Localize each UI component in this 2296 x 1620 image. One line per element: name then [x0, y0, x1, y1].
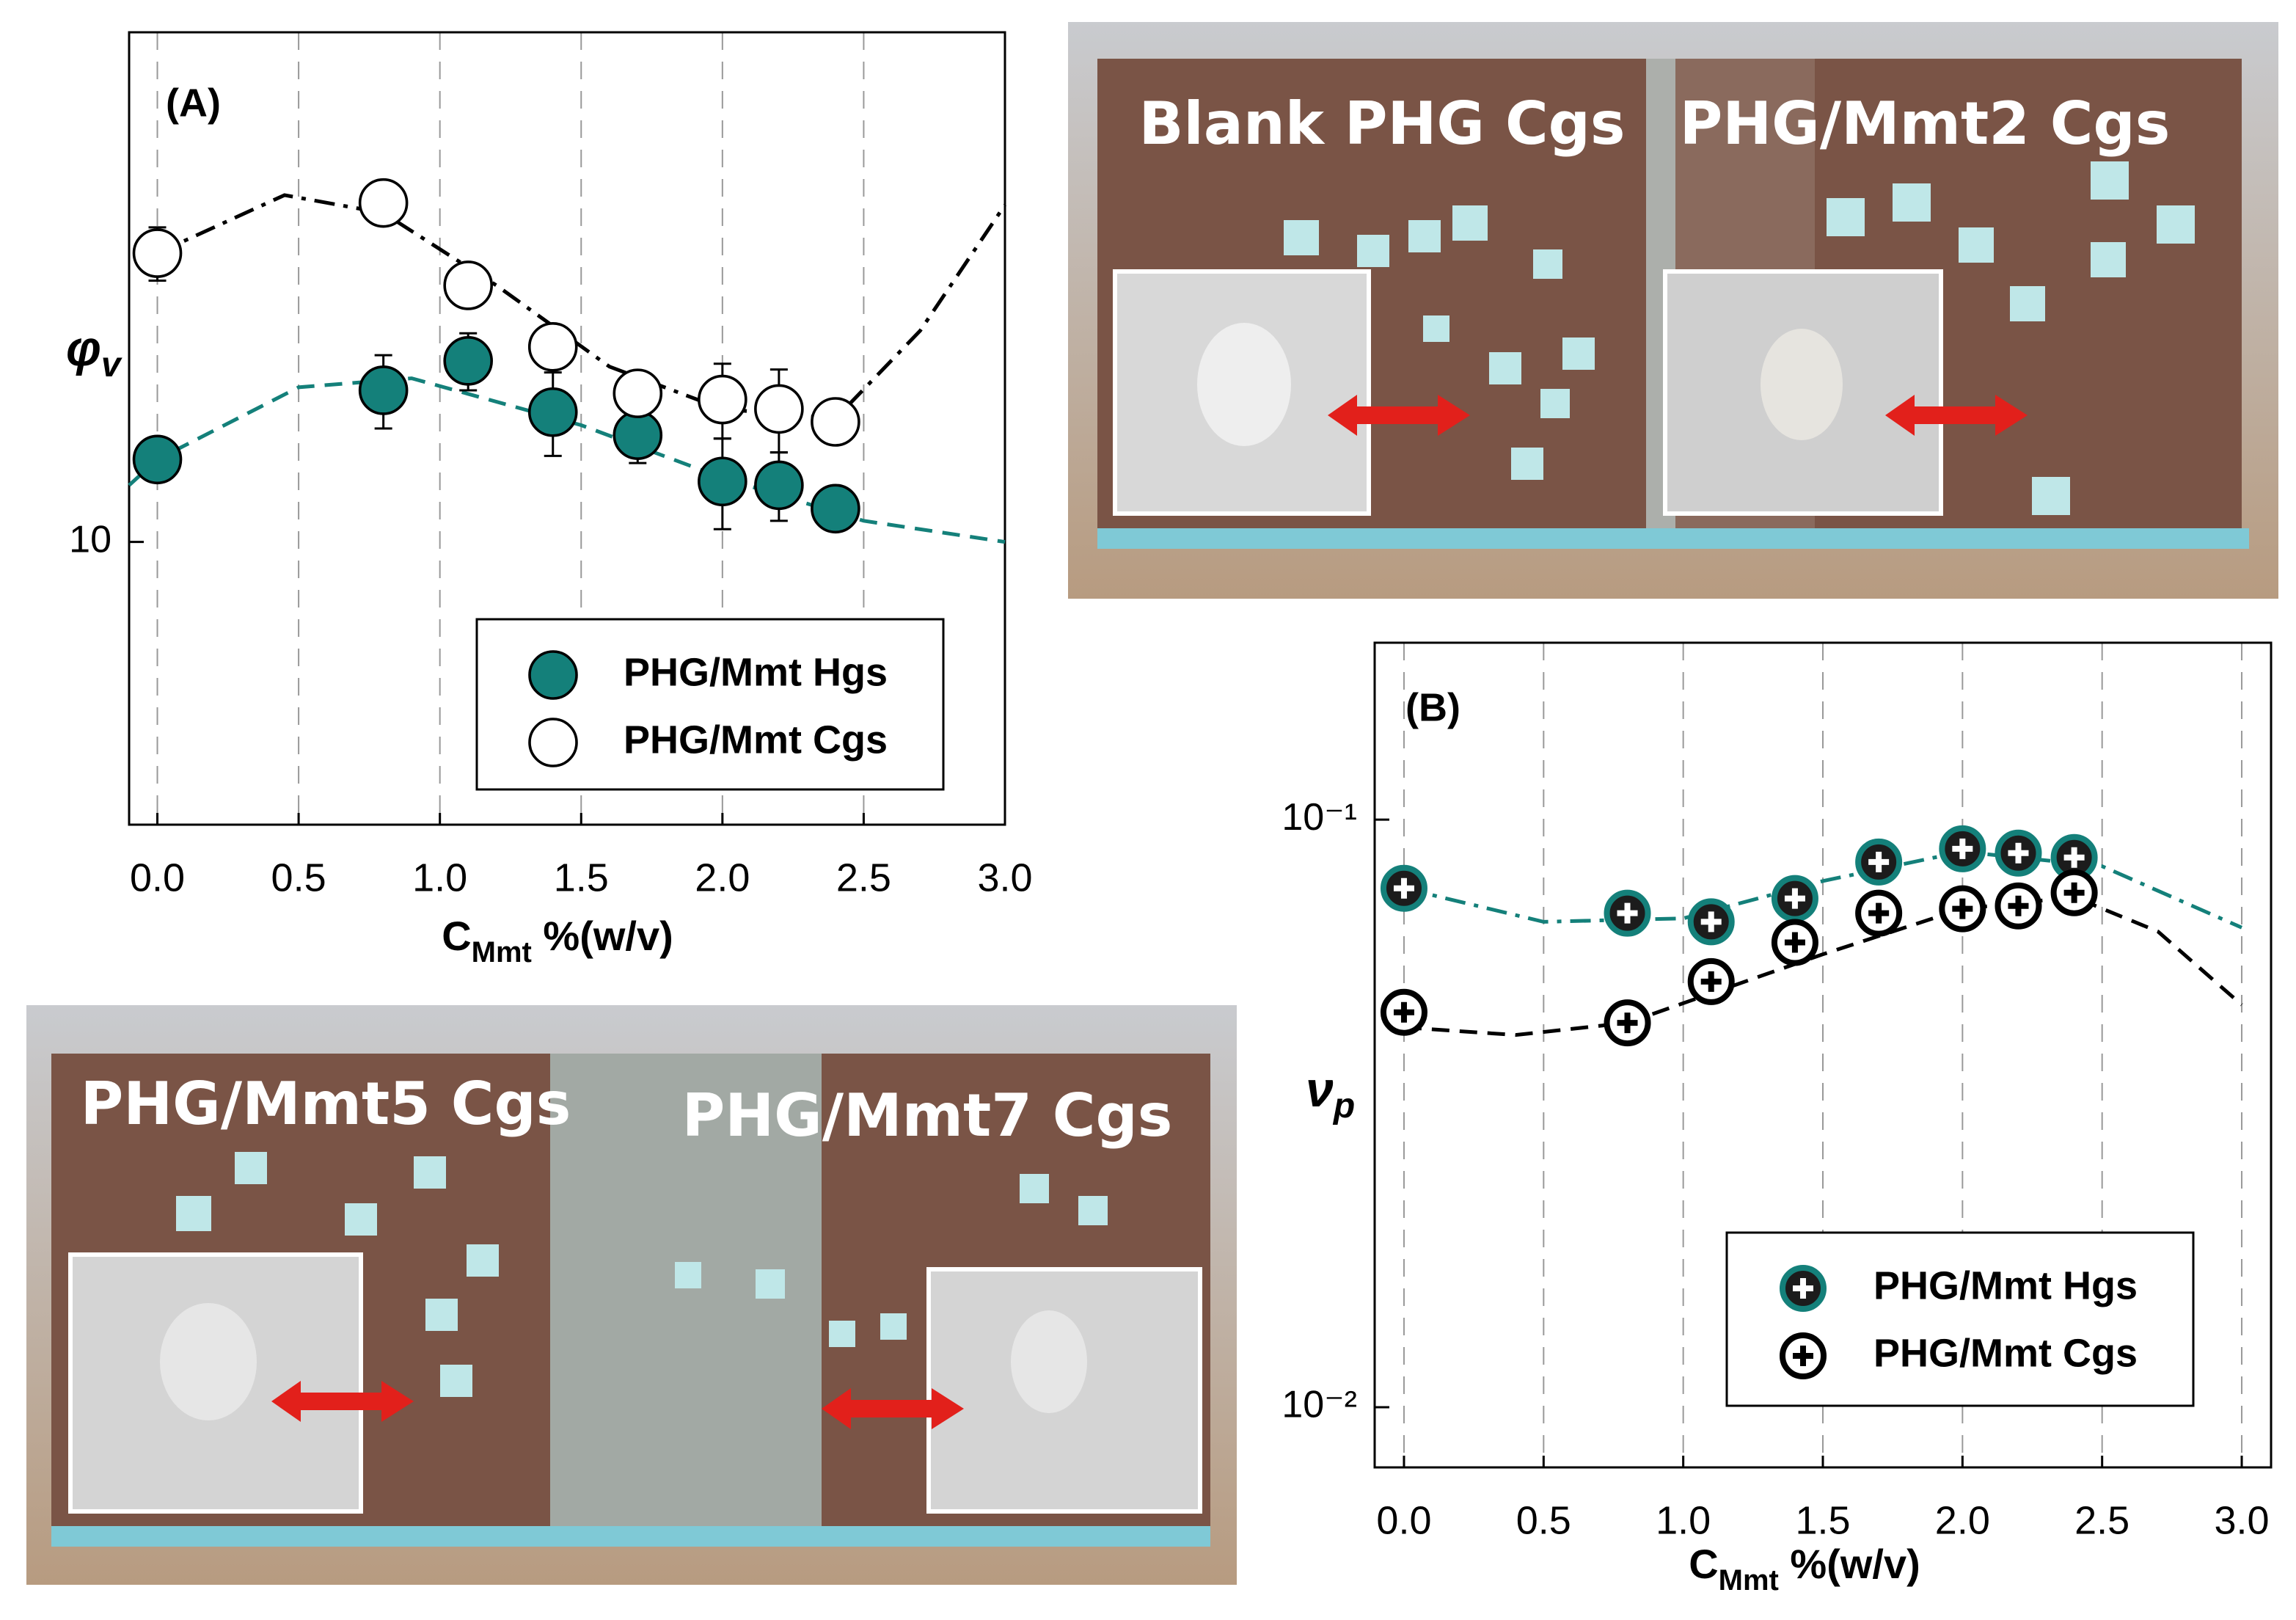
x-tick-label: 0.5 [271, 855, 326, 900]
x-tick-label: 2.0 [695, 855, 750, 900]
x-tick-label: 2.5 [836, 855, 891, 900]
marker-cross [1784, 932, 1805, 953]
x-tick-label: 1.0 [1656, 1498, 1711, 1542]
x-axis-label: CMmt %(w/v) [1689, 1541, 1920, 1597]
marker-cross [2063, 847, 2085, 868]
photo-label: Blank PHG Cgs [1138, 90, 1625, 158]
panel-label: (A) [166, 81, 221, 125]
marker-cross [1793, 1346, 1813, 1366]
x-tick-label: 0.0 [130, 855, 185, 900]
legend-label: PHG/Mmt Cgs [624, 718, 888, 762]
marker-cross [1952, 898, 1973, 919]
fit-curve [156, 193, 1007, 421]
y-tick-label: 10⁻¹ [1282, 796, 1357, 839]
x-axis-symbol: C [1689, 1541, 1718, 1587]
x-axis-symbol: C [442, 913, 471, 959]
marker [358, 178, 409, 228]
legend-box [1725, 1231, 2195, 1407]
y-axis-subscript: v [101, 346, 123, 384]
y-axis-symbol: ν [1306, 1062, 1334, 1117]
x-axis-subscript: Mmt [1719, 1564, 1779, 1597]
panel-label: (B) [1405, 685, 1460, 729]
x-tick-label: 3.0 [2214, 1498, 2269, 1542]
marker [528, 650, 578, 700]
marker [811, 397, 860, 447]
x-tick-label: 2.0 [1935, 1498, 1990, 1542]
marker-cross [1393, 1001, 1414, 1023]
marker-cross [2063, 882, 2085, 903]
marker [132, 434, 183, 485]
photo-label: PHG/Mmt7 Cgs [682, 1081, 1173, 1150]
y-tick-label: 10 [69, 518, 111, 561]
x-axis-unit: %(w/v) [1779, 1541, 1920, 1587]
plot-frame [128, 31, 1006, 826]
marker-cross [1393, 878, 1414, 899]
x-axis-subscript: Mmt [472, 936, 532, 968]
marker [358, 365, 409, 415]
y-axis-symbol: φ [66, 321, 101, 376]
marker [698, 374, 747, 425]
fit-curve [1403, 850, 2243, 930]
plot-frame [1373, 641, 2273, 1469]
x-tick-label: 3.0 [977, 855, 1032, 900]
marker [613, 368, 663, 418]
x-axis-unit: %(w/v) [532, 913, 673, 959]
marker [613, 410, 663, 460]
marker-cross [1617, 1012, 1638, 1034]
x-axis-label: CMmt %(w/v) [442, 913, 673, 968]
marker-cross [1868, 902, 1890, 924]
y-axis-subscript: p [1332, 1087, 1355, 1125]
legend-label: PHG/Mmt Hgs [624, 650, 888, 694]
x-tick-label: 1.5 [554, 855, 609, 900]
marker-cross [2008, 842, 2029, 864]
marker [754, 460, 804, 511]
photo-label: PHG/Mmt5 Cgs [81, 1070, 571, 1138]
marker-cross [1700, 971, 1722, 992]
marker [443, 336, 493, 386]
photo-panel-bottom: PHG/Mmt5 Cgs PHG/Mmt7 Cgs [26, 1005, 1237, 1585]
y-tick-label: 10⁻² [1282, 1384, 1357, 1426]
marker-cross [1868, 851, 1890, 872]
marker [698, 456, 747, 507]
photo-label: PHG/Mmt2 Cgs [1680, 90, 2171, 158]
marker-cross [1952, 838, 1973, 859]
marker [528, 718, 578, 767]
marker-cross [1784, 888, 1805, 909]
x-tick-label: 0.5 [1516, 1498, 1571, 1542]
marker [811, 484, 860, 534]
marker-cross [1700, 911, 1722, 933]
marker [132, 228, 183, 278]
x-tick-label: 0.0 [1376, 1498, 1431, 1542]
x-tick-label: 2.5 [2074, 1498, 2129, 1542]
marker [443, 260, 493, 310]
marker [527, 321, 578, 372]
x-tick-label: 1.0 [412, 855, 467, 900]
y-axis-label: φv [66, 321, 123, 384]
marker [754, 384, 804, 434]
marker-cross [2008, 895, 2029, 916]
x-tick-label: 1.5 [1795, 1498, 1850, 1542]
marker [527, 387, 578, 437]
marker-cross [1793, 1278, 1813, 1299]
photo-panel-top: Blank PHG Cgs PHG/Mmt2 Cgs [1068, 22, 2278, 599]
marker-cross [1617, 902, 1638, 924]
legend-label: PHG/Mmt Cgs [1873, 1331, 2138, 1375]
legend-label: PHG/Mmt Hgs [1873, 1263, 2138, 1307]
y-axis-label: νp [1306, 1062, 1355, 1125]
